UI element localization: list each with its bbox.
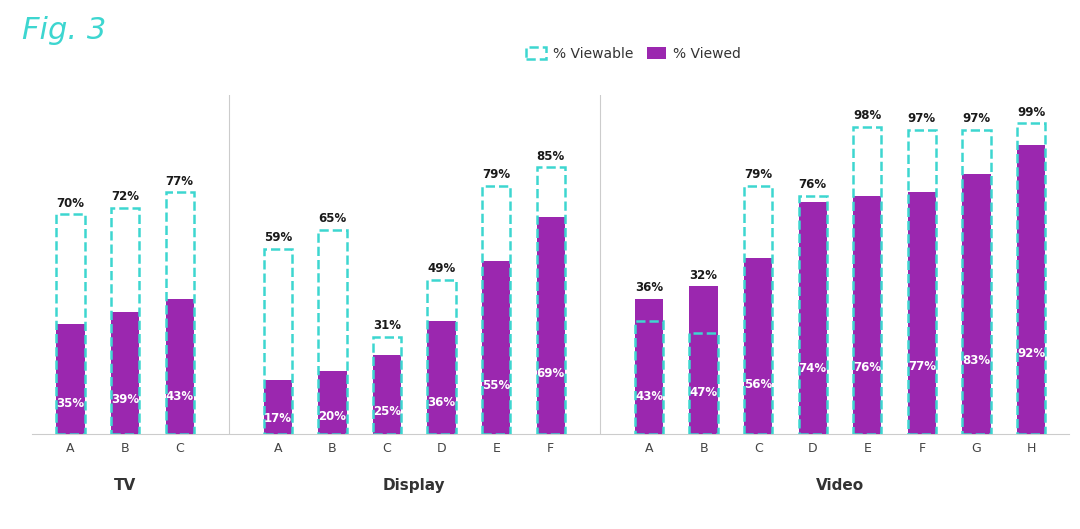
Bar — [165, 299, 194, 434]
Text: 39%: 39% — [111, 393, 139, 406]
Text: 36%: 36% — [428, 396, 456, 409]
Bar — [853, 126, 881, 434]
Text: 35%: 35% — [56, 397, 84, 409]
Text: 97%: 97% — [962, 112, 990, 125]
Bar — [264, 249, 293, 434]
Bar — [111, 312, 139, 434]
Bar — [744, 258, 772, 434]
Text: 76%: 76% — [799, 178, 827, 191]
Text: 56%: 56% — [744, 378, 772, 391]
Text: 98%: 98% — [853, 109, 881, 122]
Text: 85%: 85% — [537, 150, 565, 162]
Bar — [635, 321, 663, 434]
Text: 55%: 55% — [482, 379, 511, 392]
Text: 25%: 25% — [373, 405, 401, 418]
Text: 92%: 92% — [1017, 346, 1045, 360]
Text: Display: Display — [383, 478, 446, 492]
Text: 97%: 97% — [908, 112, 936, 125]
Text: 47%: 47% — [689, 386, 717, 399]
Bar — [689, 286, 718, 434]
Bar — [319, 371, 347, 434]
Text: 20%: 20% — [319, 410, 347, 423]
Bar — [962, 130, 990, 434]
Bar — [689, 333, 718, 434]
Bar — [635, 299, 663, 434]
Text: 72%: 72% — [111, 190, 139, 203]
Text: 69%: 69% — [537, 367, 565, 380]
Text: 43%: 43% — [635, 389, 663, 403]
Bar — [428, 280, 456, 434]
Bar — [798, 196, 827, 434]
Bar — [537, 217, 565, 434]
Text: 99%: 99% — [1017, 106, 1045, 118]
Text: 49%: 49% — [428, 262, 456, 276]
Text: 83%: 83% — [962, 354, 990, 368]
Text: 79%: 79% — [744, 168, 772, 181]
Bar — [1016, 123, 1045, 434]
Text: 36%: 36% — [635, 281, 663, 294]
Bar — [1016, 145, 1045, 434]
Bar — [853, 196, 881, 434]
Text: 17%: 17% — [264, 413, 292, 425]
Bar — [482, 261, 511, 434]
Bar — [56, 214, 85, 434]
Bar — [56, 324, 85, 434]
Bar — [373, 336, 402, 434]
Bar — [373, 355, 402, 434]
Bar — [111, 208, 139, 434]
Text: 77%: 77% — [908, 360, 936, 373]
Text: TV: TV — [114, 478, 136, 492]
Text: 76%: 76% — [853, 361, 881, 373]
Bar — [962, 174, 990, 434]
Legend: % Viewable, % Viewed: % Viewable, % Viewed — [521, 41, 746, 66]
Text: 77%: 77% — [165, 175, 193, 188]
Text: 43%: 43% — [165, 389, 193, 403]
Text: 70%: 70% — [56, 197, 84, 209]
Bar — [744, 186, 772, 434]
Bar — [798, 202, 827, 434]
Text: 65%: 65% — [319, 212, 347, 225]
Bar — [264, 380, 293, 434]
Bar — [907, 193, 936, 434]
Text: 74%: 74% — [799, 362, 827, 376]
Text: 59%: 59% — [264, 231, 292, 244]
Bar — [482, 186, 511, 434]
Bar — [907, 130, 936, 434]
Text: 79%: 79% — [482, 168, 510, 181]
Bar — [537, 167, 565, 434]
Text: Video: Video — [816, 478, 864, 492]
Text: Fig. 3: Fig. 3 — [22, 16, 106, 45]
Bar — [319, 230, 347, 434]
Bar — [165, 193, 194, 434]
Bar — [428, 321, 456, 434]
Text: 31%: 31% — [373, 319, 401, 332]
Text: 32%: 32% — [690, 269, 717, 282]
